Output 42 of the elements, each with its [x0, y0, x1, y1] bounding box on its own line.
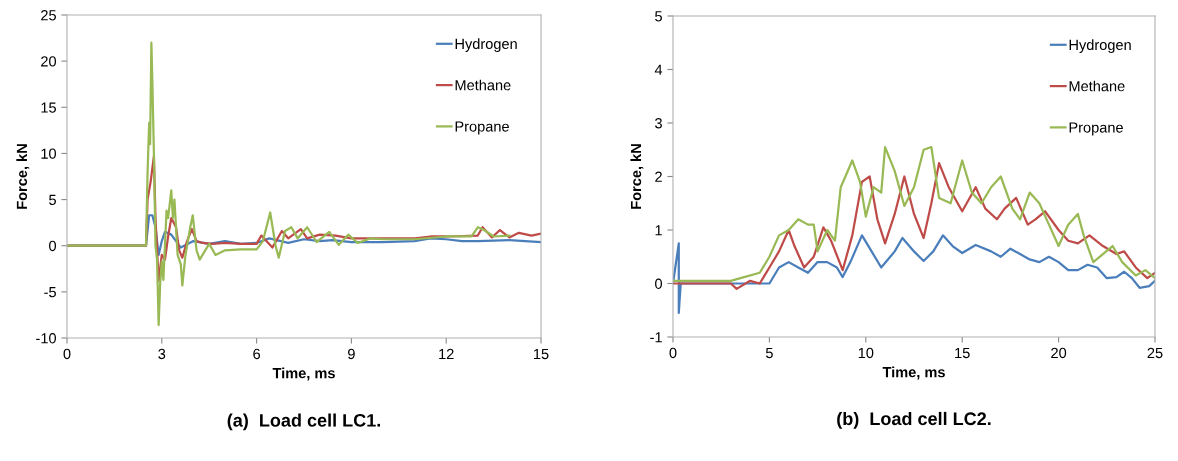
line-series	[673, 234, 1155, 315]
x-tick-label: 15	[534, 348, 549, 360]
y-tick-label: 10	[41, 148, 57, 159]
text: (a) Load cell LC1.	[227, 413, 381, 431]
line-series	[673, 145, 1155, 282]
legend-label: Hydrogen	[455, 38, 517, 52]
x-tick-label: 0	[63, 348, 71, 360]
y-axis-title: Force, kN	[16, 144, 30, 209]
legend-label: Propane	[455, 121, 509, 135]
x-tick-label: 10	[858, 347, 874, 359]
y-tick-label: -5	[44, 287, 56, 298]
y-tick-label: 2	[655, 171, 662, 182]
legend-label: Methane	[1069, 80, 1125, 92]
x-tick-label: 15	[955, 347, 970, 359]
y-tick-label: 25	[41, 10, 56, 21]
y-tick-label: -1	[650, 332, 662, 343]
y-tick-label: 5	[49, 194, 56, 205]
text: (b) Load cell LC2.	[837, 411, 991, 429]
y-tick-label: -10	[36, 333, 57, 344]
y-tick-label: 4	[654, 64, 663, 75]
x-tick-label: 6	[253, 348, 261, 360]
legend-label: Hydrogen	[1069, 39, 1131, 53]
y-axis-title: Force, kN	[630, 144, 644, 209]
x-tick-label: 9	[348, 348, 355, 360]
y-tick-label: 1	[655, 225, 662, 236]
x-tick-label: 20	[1051, 347, 1067, 359]
y-tick-label: 3	[655, 118, 662, 129]
y-tick-label: 0	[49, 240, 57, 252]
x-tick-label: 0	[669, 347, 677, 359]
y-tick-label: 0	[655, 278, 663, 289]
x-tick-label: 12	[439, 348, 454, 359]
y-tick-label: 15	[41, 102, 56, 113]
x-tick-label: 5	[765, 347, 773, 359]
x-tick-label: 25	[1147, 347, 1163, 359]
x-axis-title: Time, ms	[882, 366, 945, 380]
y-tick-label: 5	[655, 11, 662, 22]
y-tick-label: 20	[41, 56, 57, 67]
line-series	[673, 162, 1155, 290]
x-axis-title: Time, ms	[272, 367, 335, 381]
legend-label: Methane	[455, 79, 511, 91]
legend-label: Propane	[1069, 122, 1123, 136]
x-tick-label: 3	[158, 348, 166, 360]
